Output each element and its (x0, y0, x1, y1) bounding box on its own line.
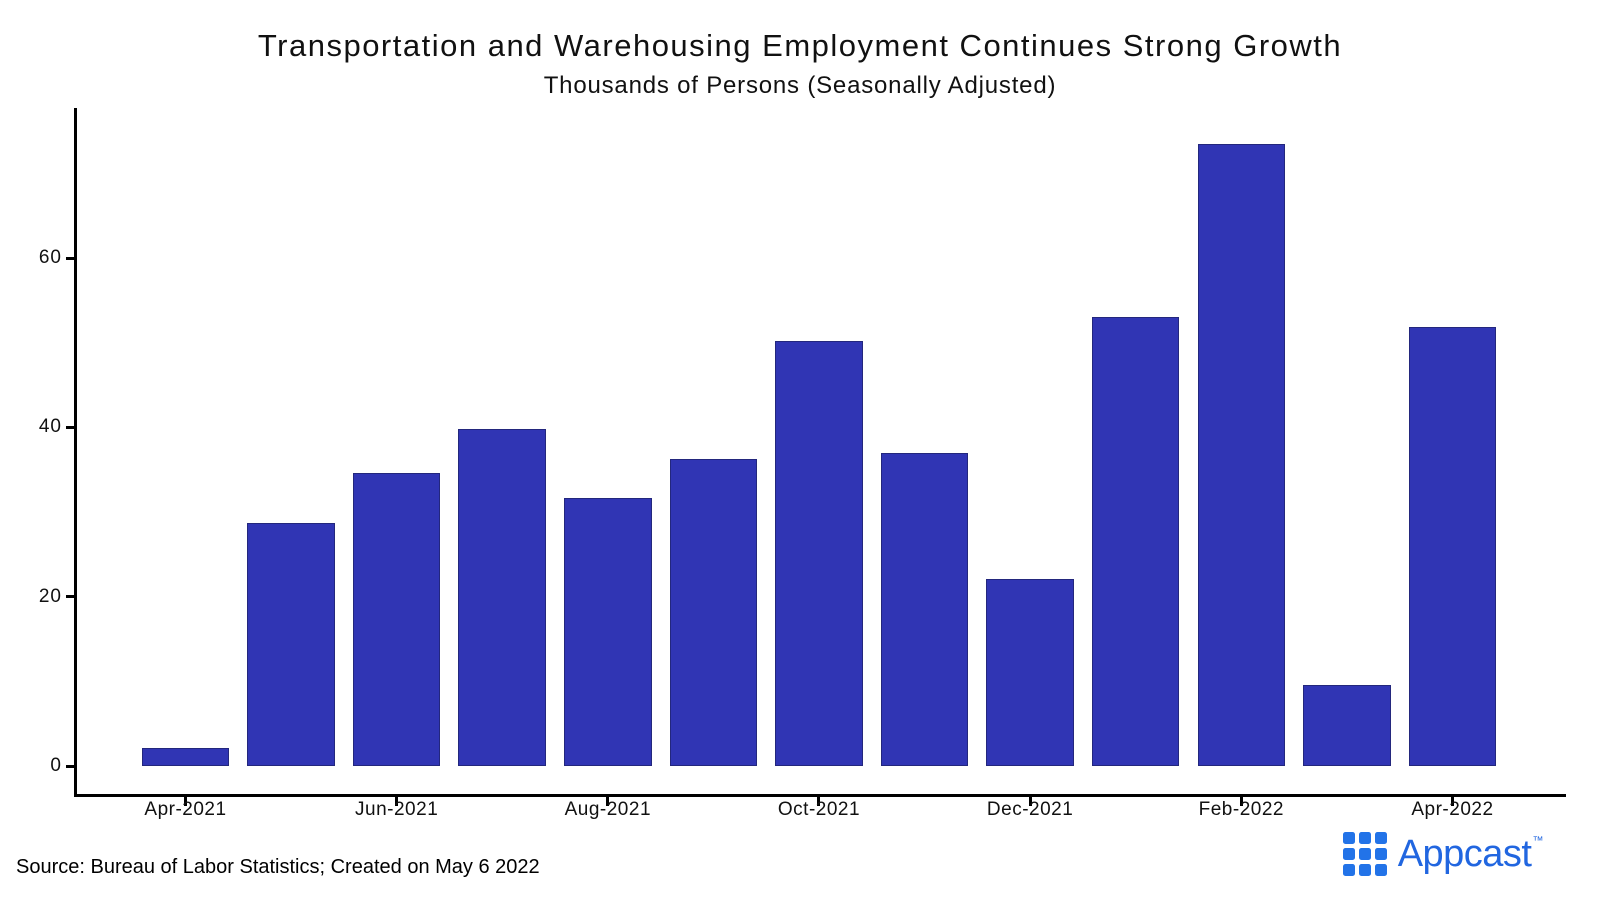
bar-Sep-2021 (669, 458, 758, 766)
bar-Jul-2021 (458, 429, 546, 766)
x-tick-mark-Jun-2021 (395, 797, 399, 806)
y-tick-label-60: 60 (38, 247, 62, 268)
x-tick-label-Apr-2021: Apr-2021 (144, 799, 227, 820)
bar-Feb-2022 (1197, 143, 1286, 766)
x-tick-mark-Apr-2021 (184, 797, 187, 806)
appcast-grid-square (1358, 848, 1371, 860)
x-tick-label-Oct-2021: Oct-2021 (777, 799, 861, 820)
bar-Apr-2021 (141, 748, 230, 766)
appcast-grid-square (1342, 848, 1355, 860)
appcast-grid-square (1342, 864, 1355, 876)
appcast-grid-square (1358, 864, 1371, 876)
x-tick-label-Dec-2021: Dec-2021 (986, 799, 1074, 820)
y-tick-label-20: 20 (38, 585, 62, 607)
chart-title: Transportation and Warehousing Employmen… (257, 28, 1343, 63)
appcast-wordmark-text: Appcast (1397, 832, 1532, 875)
bar-Aug-2021 (564, 497, 652, 766)
x-tick-label-Aug-2021: Aug-2021 (564, 799, 652, 820)
x-tick-label-Apr-2022: Apr-2022 (1411, 799, 1494, 820)
bar-Jan-2022 (1091, 317, 1180, 766)
appcast-logo: Appcast™ (1342, 832, 1544, 876)
y-tick-mark-60 (66, 256, 74, 260)
bar-Dec-2021 (986, 578, 1074, 766)
y-axis-line (74, 108, 77, 797)
chart-subtitle: Thousands of Persons (Seasonally Adjuste… (543, 72, 1057, 99)
bar-Nov-2021 (880, 452, 969, 766)
appcast-wordmark: Appcast™ (1397, 832, 1544, 876)
x-tick-mark-Aug-2021 (606, 797, 610, 806)
y-tick-label-0: 0 (50, 755, 62, 776)
appcast-grid-square (1374, 848, 1387, 860)
y-tick-mark-40 (66, 425, 74, 429)
bar-May-2021 (247, 523, 335, 766)
x-tick-mark-Oct-2021 (817, 797, 821, 806)
trademark-symbol: ™ (1532, 834, 1544, 847)
appcast-grid-square (1374, 864, 1387, 876)
bar-Oct-2021 (775, 340, 863, 766)
bar-Mar-2022 (1303, 684, 1391, 766)
bar-Jun-2021 (352, 473, 441, 766)
appcast-grid-square (1358, 832, 1371, 844)
source-caption: Source: Bureau of Labor Statistics; Crea… (16, 856, 540, 878)
y-tick-label-40: 40 (38, 416, 62, 438)
x-axis-line (74, 794, 1566, 797)
y-tick-mark-20 (66, 595, 74, 599)
x-tick-mark-Apr-2022 (1450, 797, 1454, 806)
bar-Apr-2022 (1408, 327, 1497, 766)
x-tick-label-Jun-2021: Jun-2021 (355, 799, 439, 820)
y-tick-mark-0 (66, 764, 74, 768)
x-tick-mark-Dec-2021 (1028, 797, 1032, 806)
appcast-grid-square (1342, 832, 1355, 844)
x-tick-mark-Feb-2022 (1239, 797, 1243, 806)
appcast-grid-square (1374, 832, 1387, 844)
appcast-grid-icon (1342, 832, 1387, 876)
x-tick-label-Feb-2022: Feb-2022 (1198, 799, 1284, 820)
